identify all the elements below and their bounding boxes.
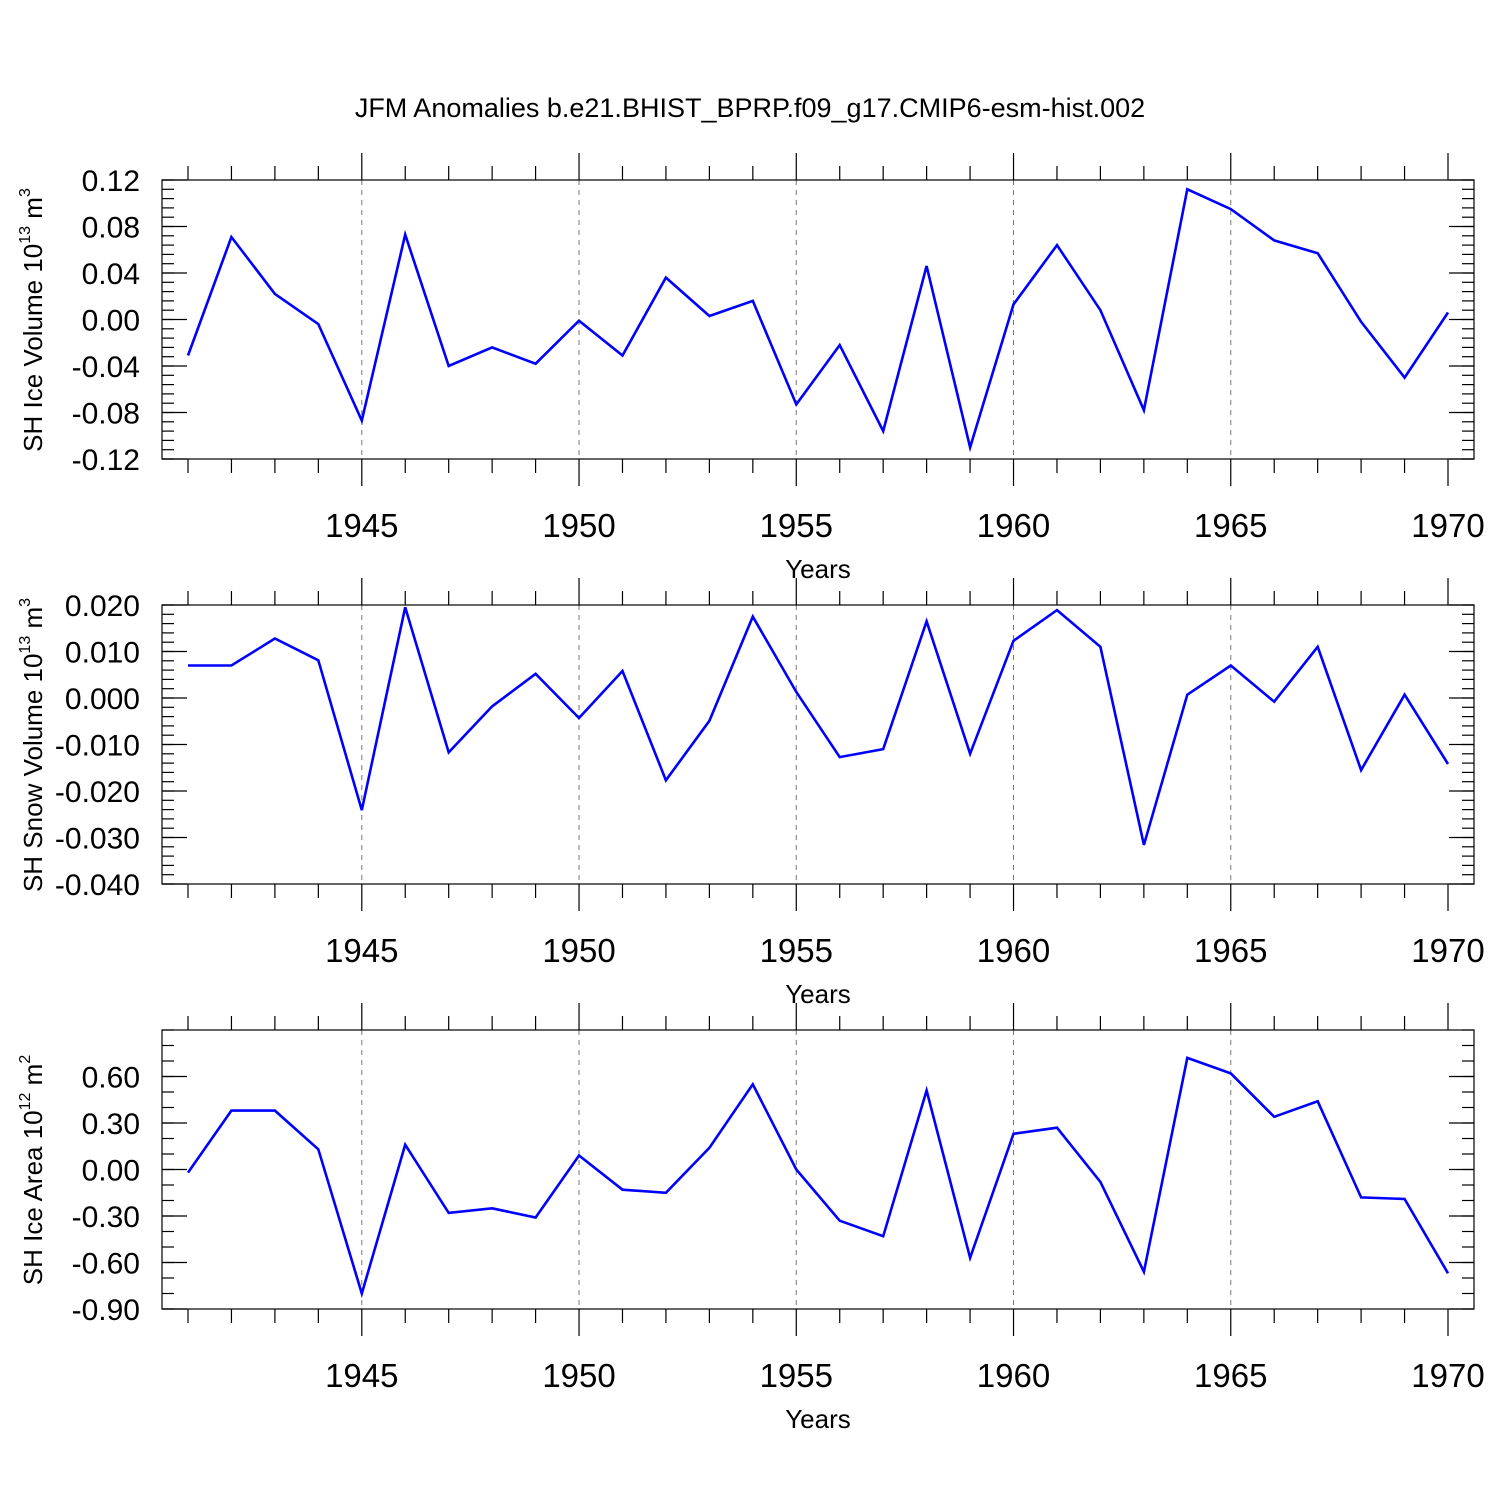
chart-panels: 0.12 0.08 0.04 0.00 -0.04 -0.08 -0.12 1945 1950 1… [17,153,1485,1434]
x-tick-label: 1955 [760,507,833,544]
x-tick-label: 1960 [977,932,1050,969]
chart-title: JFM Anomalies b.e21.BHIST_BPRP.f09_g17.C… [355,93,1145,123]
y-axis-label-unit-exponent: 2 [17,1055,34,1064]
y-tick-label: -0.30 [72,1201,140,1234]
y-tick-label: 0.04 [82,258,140,291]
y-tick-label: -0.04 [72,351,140,384]
y-tick-label: -0.60 [72,1248,140,1281]
y-tick-label: 0.30 [82,1108,140,1141]
y-tick-label: 0.00 [82,1155,140,1188]
y-tick-label: 0.08 [82,212,140,245]
y-tick-label: 0.12 [82,165,140,198]
x-tick-label: 1970 [1411,1357,1484,1394]
y-axis-label-unit: m [18,607,48,636]
y-tick-label: -0.010 [55,730,140,763]
y-axis-label-unit-exponent: 3 [17,188,34,197]
series-line [186,187,1450,453]
x-tick-label: 1970 [1411,507,1484,544]
y-tick-label: -0.030 [55,823,140,856]
y-tick-label: 0.020 [65,590,140,623]
x-tick-label: 1965 [1194,932,1267,969]
y-tick-label: -0.12 [72,444,140,477]
y-tick-label: -0.90 [72,1294,140,1327]
y-axis-label-exponent: 12 [17,1092,34,1110]
y-tick-label: 0.60 [82,1062,140,1095]
y-axis-label-main: SH Snow Volume 10 [18,654,48,892]
x-tick-label: 1955 [760,932,833,969]
x-tick-label: 1955 [760,1357,833,1394]
plot-frame [161,1029,1475,1310]
y-axis-label-main: SH Ice Area 10 [18,1110,48,1285]
y-tick-label: 0.00 [82,305,140,338]
y-tick-label: -0.040 [55,869,140,902]
y-tick-label: 0.010 [65,637,140,670]
x-tick-label: 1965 [1194,1357,1267,1394]
x-tick-label: 1965 [1194,507,1267,544]
plot-frame [161,604,1475,885]
x-tick-label: 1960 [977,507,1050,544]
x-tick-label: 1945 [325,1357,398,1394]
x-tick-label: 1950 [542,1357,615,1394]
x-tick-label: 1970 [1411,932,1484,969]
y-axis-label: SH Ice Volume 1013 m3 [17,188,48,452]
x-tick-label: 1960 [977,1357,1050,1394]
y-axis-label: SH Snow Volume 1013 m3 [17,598,48,892]
x-tick-label: 1945 [325,932,398,969]
y-axis-label-main: SH Ice Volume 10 [18,244,48,452]
y-axis-label-unit-exponent: 3 [17,598,34,607]
series-line [188,606,1450,846]
y-axis-label-unit: m [18,1064,48,1093]
y-tick-label: -0.020 [55,776,140,809]
y-axis-label-unit: m [18,197,48,226]
y-axis-label-exponent: 13 [17,226,34,244]
x-tick-label: 1945 [325,507,398,544]
y-axis-label-exponent: 13 [17,636,34,654]
x-tick-label: 1950 [542,507,615,544]
x-tick-label: 1950 [542,932,615,969]
x-axis-label: Years [785,1404,851,1434]
y-tick-label: 0.000 [65,683,140,716]
y-axis-label: SH Ice Area 1012 m2 [17,1055,48,1286]
panel-3: 0.60 0.30 0.00 -0.30 -0.60 -0.90 1945 1950 1955 1… [17,1003,1485,1434]
plot-frame [161,179,1475,460]
panel-1: 0.12 0.08 0.04 0.00 -0.04 -0.08 -0.12 1945 1950 1… [17,153,1485,584]
series-line [186,1056,1450,1299]
x-axis-label: Years [785,979,851,1009]
panel-2: 0.020 0.010 0.000 -0.010 -0.020 -0.030 -0.040 1… [17,578,1485,1009]
y-tick-label: -0.08 [72,398,140,431]
x-axis-label: Years [785,554,851,584]
